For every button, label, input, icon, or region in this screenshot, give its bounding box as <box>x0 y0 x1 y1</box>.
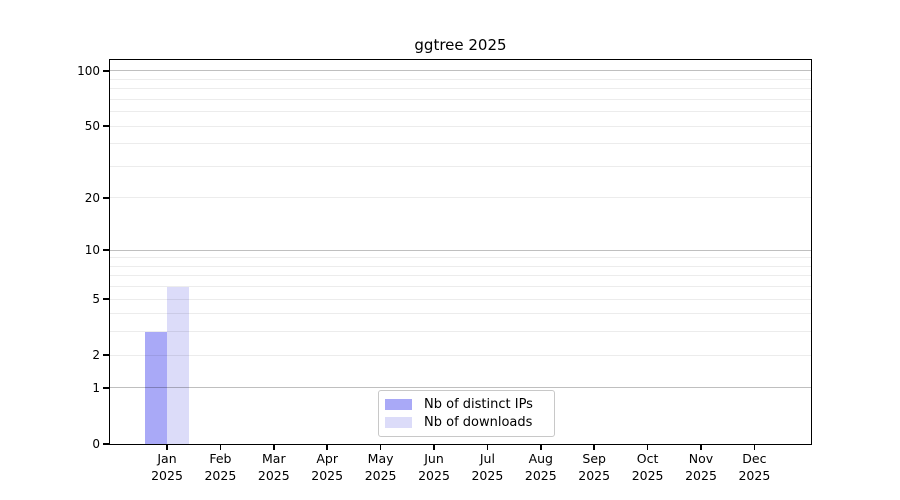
x-tick-year: 2025 <box>204 468 237 483</box>
y-tick-label-5: 5 <box>92 292 100 307</box>
x-tick-year: 2025 <box>257 468 290 483</box>
legend-item-downloads: Nb of downloads <box>385 415 554 430</box>
bar-downloads-jan <box>167 286 189 444</box>
bar-distinct-ips-jan <box>145 331 167 444</box>
y-tick-mark-5 <box>103 298 109 300</box>
x-tick-year: 2025 <box>151 468 183 483</box>
gridline-40 <box>110 143 811 145</box>
y-tick-label-20: 20 <box>84 190 100 205</box>
gridline-100 <box>110 70 811 72</box>
y-tick-label-0: 0 <box>92 437 100 451</box>
gridline-7 <box>110 275 811 277</box>
x-tick-label-apr: Apr 2025 <box>311 451 344 483</box>
y-tick-mark-1 <box>103 387 109 389</box>
x-tick-year: 2025 <box>471 468 504 483</box>
x-tick-label-jun: Jun 2025 <box>418 451 450 483</box>
y-tick-mark-50 <box>103 125 109 127</box>
gridline-30 <box>110 165 811 167</box>
x-tick-mark-sep <box>593 444 595 450</box>
x-tick-year: 2025 <box>364 468 397 483</box>
x-tick-mark-dec <box>753 444 756 450</box>
gridline-8 <box>110 265 811 267</box>
x-tick-label-aug: Aug 2025 <box>524 451 557 483</box>
x-tick-mark-jul <box>486 444 489 450</box>
x-tick-label-jul: Jul 2025 <box>471 451 504 483</box>
x-tick-mark-jun <box>433 444 435 450</box>
y-tick-label-2: 2 <box>92 348 100 363</box>
x-tick-label-may: May 2025 <box>364 451 397 483</box>
y-tick-label-100: 100 <box>77 63 100 78</box>
y-tick-label-10: 10 <box>84 243 100 258</box>
y-tick-mark-20 <box>103 197 109 199</box>
y-tick-mark-0 <box>103 443 109 445</box>
gridline-3 <box>110 331 811 333</box>
x-tick-label-oct: Oct 2025 <box>631 451 664 483</box>
x-tick-mark-may <box>379 444 382 450</box>
legend-swatch-downloads <box>385 417 412 428</box>
x-tick-mark-mar <box>273 444 275 450</box>
x-tick-mark-nov <box>700 444 702 450</box>
x-tick-year: 2025 <box>418 468 450 483</box>
gridline-20 <box>110 197 811 199</box>
gridline-90 <box>110 78 811 80</box>
x-tick-label-dec: Dec 2025 <box>738 451 771 483</box>
legend-label-downloads: Nb of downloads <box>424 415 533 430</box>
gridline-6 <box>110 286 811 288</box>
x-tick-label-jan: Jan 2025 <box>151 451 183 483</box>
x-tick-mark-feb <box>219 444 222 450</box>
x-tick-year: 2025 <box>685 468 717 483</box>
x-tick-mark-jan <box>166 444 168 450</box>
x-tick-year: 2025 <box>738 468 771 483</box>
x-tick-label-sep: Sep 2025 <box>578 451 611 483</box>
y-tick-mark-2 <box>103 354 109 356</box>
x-tick-label-mar: Mar 2025 <box>257 451 290 483</box>
y-tick-label-50: 50 <box>84 119 100 134</box>
gridline-10 <box>110 249 811 251</box>
gridline-2 <box>110 354 811 356</box>
legend-item-distinct-ips: Nb of distinct IPs <box>385 397 554 412</box>
x-tick-year: 2025 <box>578 468 611 483</box>
x-tick-year: 2025 <box>311 468 344 483</box>
x-tick-mark-apr <box>326 444 328 450</box>
plot-area <box>110 60 811 444</box>
gridline-9 <box>110 257 811 259</box>
gridline-60 <box>110 111 811 113</box>
x-tick-mark-aug <box>540 444 542 450</box>
gridline-80 <box>110 88 811 90</box>
legend: Nb of distinct IPs Nb of downloads <box>378 390 555 437</box>
x-tick-mark-oct <box>646 444 649 450</box>
legend-label-distinct-ips: Nb of distinct IPs <box>424 397 533 412</box>
gridline-70 <box>110 98 811 100</box>
y-tick-mark-10 <box>103 249 109 251</box>
y-tick-mark-100 <box>103 70 109 72</box>
x-tick-year: 2025 <box>524 468 557 483</box>
x-tick-label-feb: Feb 2025 <box>204 451 237 483</box>
gridline-50 <box>110 125 811 127</box>
legend-swatch-distinct-ips <box>385 399 412 410</box>
chart-title: ggtree 2025 <box>414 36 507 54</box>
gridline-1 <box>110 387 811 389</box>
y-tick-label-1: 1 <box>92 380 100 395</box>
gridline-4 <box>110 313 811 315</box>
x-tick-year: 2025 <box>631 468 664 483</box>
gridline-5 <box>110 298 811 300</box>
x-tick-label-nov: Nov 2025 <box>685 451 717 483</box>
